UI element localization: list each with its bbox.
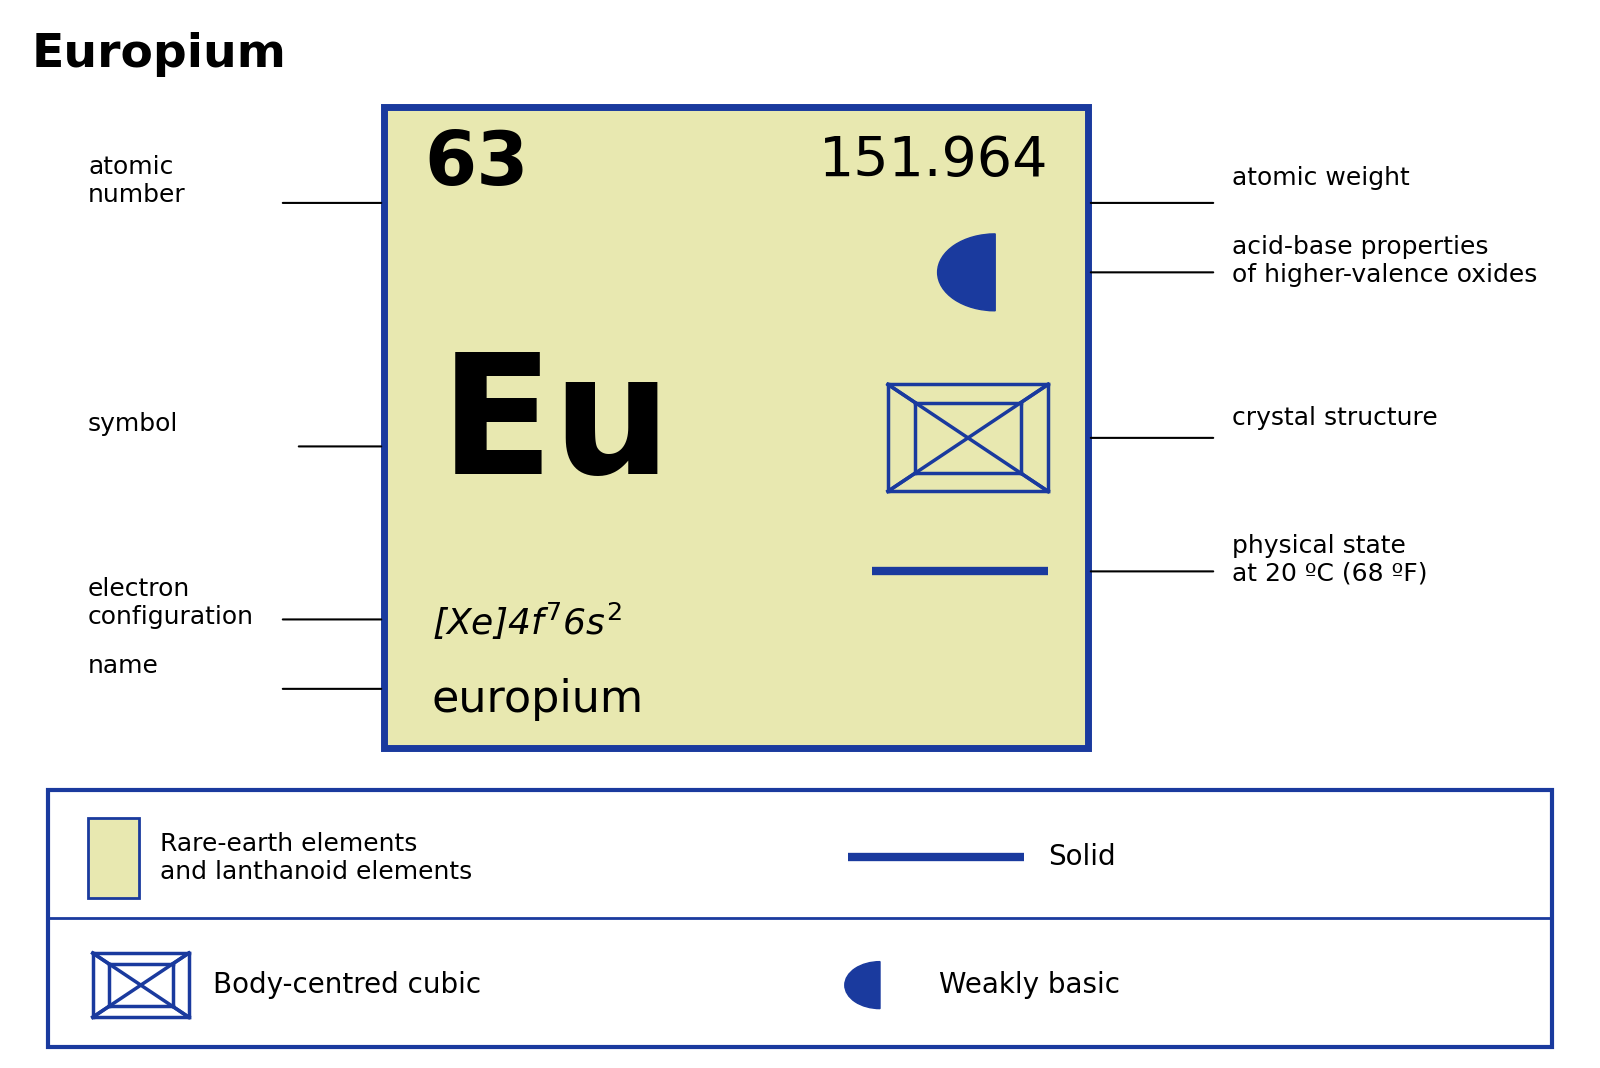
Bar	[384, 107, 1088, 748]
Text: 151.964: 151.964	[819, 134, 1048, 188]
Text: crystal structure: crystal structure	[1232, 406, 1438, 429]
Text: $\mathregular{[Xe]4}f^{7}\mathregular{6}s^{2}$: $\mathregular{[Xe]4}f^{7}\mathregular{6}…	[432, 601, 622, 643]
Text: Body-centred cubic: Body-centred cubic	[213, 971, 482, 1000]
Text: atomic
number: atomic number	[88, 155, 186, 207]
Text: acid-base properties
of higher-valence oxides: acid-base properties of higher-valence o…	[1232, 235, 1538, 287]
Wedge shape	[938, 234, 995, 311]
Text: Eu: Eu	[440, 346, 672, 508]
Text: Weakly basic: Weakly basic	[939, 971, 1120, 1000]
Bar	[88, 818, 139, 898]
Wedge shape	[845, 961, 880, 1008]
Text: 63: 63	[424, 128, 528, 201]
Text: Europium: Europium	[32, 32, 286, 77]
Text: physical state
at 20 ºC (68 ºF): physical state at 20 ºC (68 ºF)	[1232, 534, 1427, 586]
Text: Rare-earth elements
and lanthanoid elements: Rare-earth elements and lanthanoid eleme…	[160, 832, 472, 884]
Text: electron
configuration: electron configuration	[88, 577, 254, 629]
Text: europium: europium	[432, 678, 645, 721]
Text: name: name	[88, 655, 158, 678]
Bar	[48, 790, 1552, 1047]
Text: Solid: Solid	[1048, 843, 1115, 871]
Text: symbol: symbol	[88, 412, 178, 436]
Text: atomic weight: atomic weight	[1232, 166, 1410, 189]
